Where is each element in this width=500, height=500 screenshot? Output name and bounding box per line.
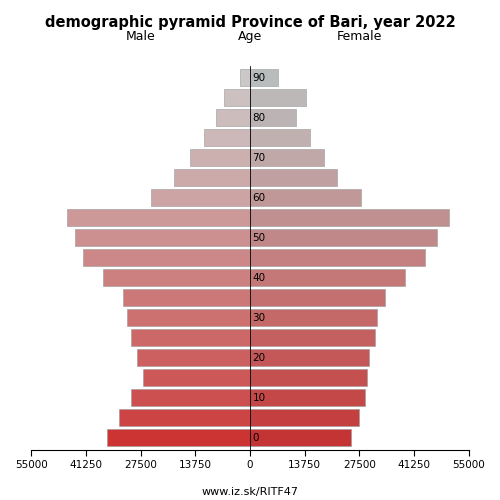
- Bar: [250, 349, 369, 366]
- Text: Female: Female: [336, 30, 382, 43]
- Bar: [103, 269, 250, 286]
- Bar: [250, 150, 324, 166]
- Bar: [127, 309, 250, 326]
- Bar: [142, 369, 250, 386]
- Bar: [136, 349, 250, 366]
- Text: 10: 10: [252, 392, 266, 402]
- Text: 50: 50: [252, 233, 266, 243]
- Bar: [250, 230, 437, 246]
- Text: 90: 90: [252, 73, 266, 83]
- Bar: [250, 289, 385, 306]
- Text: 20: 20: [252, 352, 266, 362]
- Bar: [250, 90, 306, 106]
- Text: Age: Age: [238, 30, 262, 43]
- Bar: [250, 130, 310, 146]
- Bar: [75, 230, 250, 246]
- Text: Male: Male: [126, 30, 156, 43]
- Text: 60: 60: [252, 193, 266, 203]
- Text: www.iz.sk/RITF47: www.iz.sk/RITF47: [202, 488, 298, 498]
- Bar: [250, 170, 338, 186]
- Bar: [250, 389, 366, 406]
- Bar: [123, 289, 250, 306]
- Bar: [250, 329, 375, 346]
- Bar: [107, 429, 250, 446]
- Bar: [250, 249, 425, 266]
- Bar: [250, 309, 377, 326]
- Text: 70: 70: [252, 153, 266, 163]
- Text: 0: 0: [252, 432, 259, 442]
- Bar: [224, 90, 250, 106]
- Bar: [250, 110, 296, 126]
- Title: demographic pyramid Province of Bari, year 2022: demographic pyramid Province of Bari, ye…: [44, 15, 456, 30]
- Bar: [67, 210, 250, 226]
- Bar: [131, 329, 250, 346]
- Text: 40: 40: [252, 272, 266, 282]
- Bar: [131, 389, 250, 406]
- Bar: [250, 269, 405, 286]
- Bar: [250, 190, 362, 206]
- Text: 30: 30: [252, 312, 266, 322]
- Bar: [250, 210, 449, 226]
- Bar: [83, 249, 250, 266]
- Bar: [150, 190, 250, 206]
- Bar: [216, 110, 250, 126]
- Bar: [250, 369, 368, 386]
- Bar: [250, 409, 360, 426]
- Text: 80: 80: [252, 113, 266, 123]
- Bar: [250, 429, 352, 446]
- Bar: [190, 150, 250, 166]
- Bar: [250, 70, 278, 86]
- Bar: [174, 170, 250, 186]
- Bar: [119, 409, 250, 426]
- Bar: [204, 130, 250, 146]
- Bar: [240, 70, 250, 86]
